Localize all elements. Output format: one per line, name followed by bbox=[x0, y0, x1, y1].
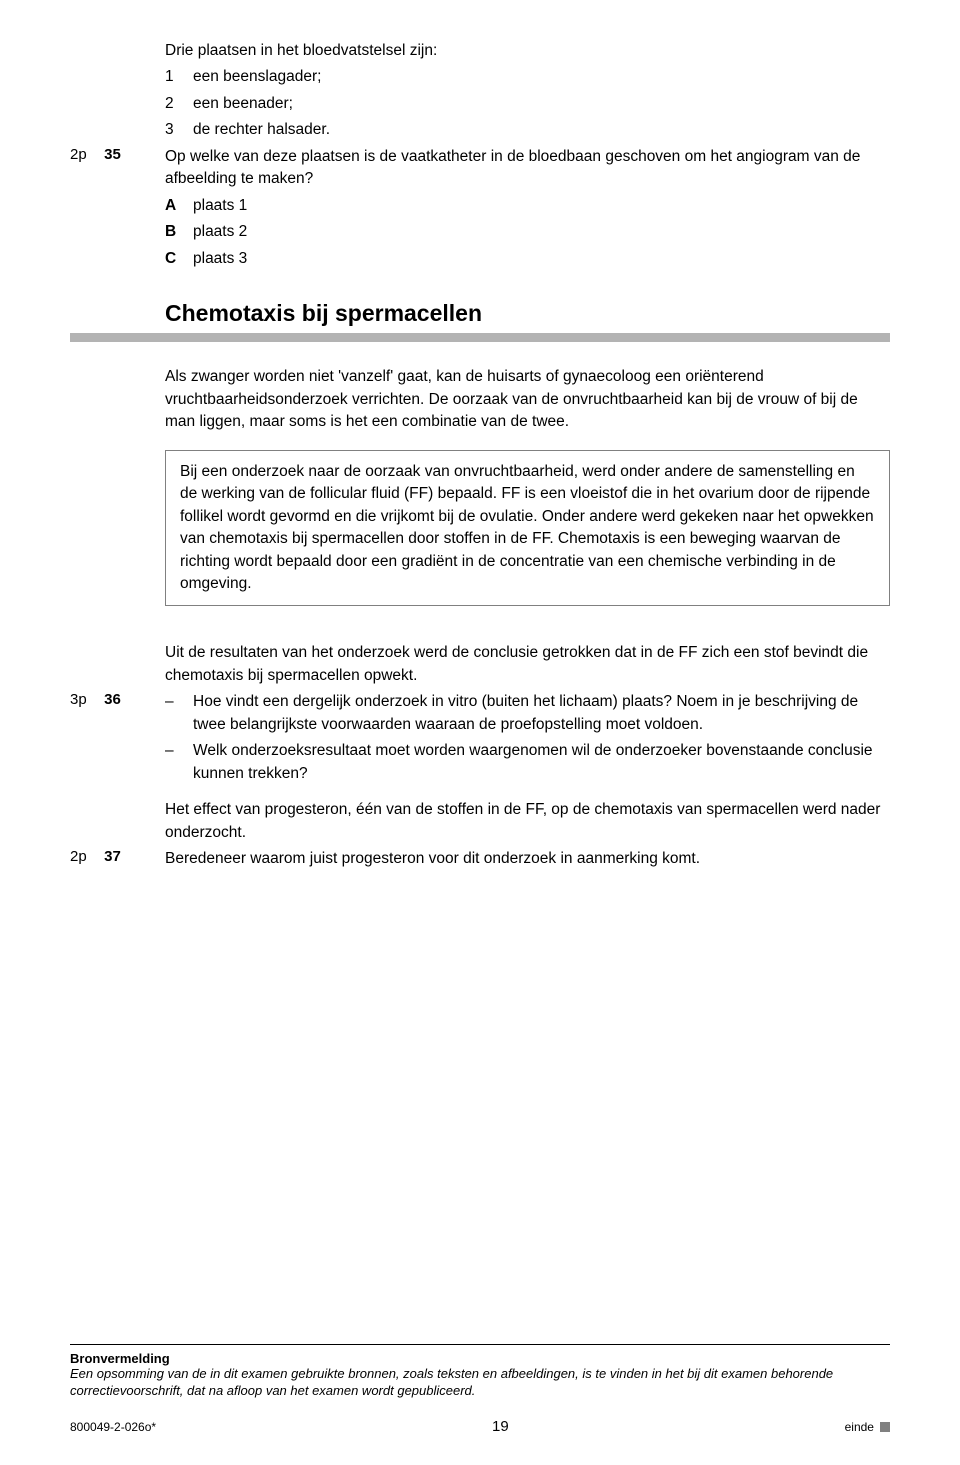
section-title: Chemotaxis bij spermacellen bbox=[165, 300, 890, 327]
item-num: 3 bbox=[165, 119, 193, 141]
q35-question-row: 2p 35 Op welke van deze plaatsen is de v… bbox=[70, 146, 890, 191]
item-num: 1 bbox=[165, 66, 193, 88]
q37-question: Beredeneer waarom juist progesteron voor… bbox=[165, 848, 890, 870]
dash-icon: – bbox=[165, 691, 193, 736]
q35-optC: C plaats 3 bbox=[70, 248, 890, 270]
q36-dash1: Hoe vindt een dergelijk onderzoek in vit… bbox=[193, 691, 890, 736]
q35-intro: Drie plaatsen in het bloedvatstelsel zij… bbox=[165, 40, 890, 62]
spacer bbox=[70, 789, 890, 799]
points-label: 3p bbox=[70, 691, 100, 708]
option-label: B bbox=[165, 221, 193, 243]
bron-title: Bronvermelding bbox=[70, 1351, 890, 1366]
option-text: plaats 1 bbox=[193, 195, 247, 217]
section-para1-row: Als zwanger worden niet 'vanzelf' gaat, … bbox=[70, 366, 890, 433]
item-text: een beenader; bbox=[193, 93, 293, 115]
q35-question: Op welke van deze plaatsen is de vaatkat… bbox=[165, 146, 890, 191]
points-label: 2p bbox=[70, 848, 100, 865]
question-number: 37 bbox=[104, 848, 121, 865]
q36-margin: 3p 36 bbox=[70, 691, 165, 736]
info-box: Bij een onderzoek naar de oorzaak van on… bbox=[165, 450, 890, 607]
page-footer: Bronvermelding Een opsomming van de in d… bbox=[70, 1344, 890, 1435]
q37-question-row: 2p 37 Beredeneer waarom juist progestero… bbox=[70, 848, 890, 870]
item-text: een beenslagader; bbox=[193, 66, 321, 88]
question-number: 35 bbox=[104, 146, 121, 163]
q35-item1: 1 een beenslagader; bbox=[70, 66, 890, 88]
bron-text: Een opsomming van de in dit examen gebru… bbox=[70, 1366, 890, 1400]
q36-dash1-row: 3p 36 – Hoe vindt een dergelijk onderzoe… bbox=[70, 691, 890, 736]
q35-item2: 2 een beenader; bbox=[70, 93, 890, 115]
page: Drie plaatsen in het bloedvatstelsel zij… bbox=[0, 0, 960, 1465]
option-text: plaats 3 bbox=[193, 248, 247, 270]
q36-intro-row: Uit de resultaten van het onderzoek werd… bbox=[70, 642, 890, 687]
footer-end: einde bbox=[845, 1420, 890, 1434]
q35-intro-row: Drie plaatsen in het bloedvatstelsel zij… bbox=[70, 40, 890, 62]
q35-margin: 2p 35 bbox=[70, 146, 165, 191]
q36-dash2: Welk onderzoeksresultaat moet worden waa… bbox=[193, 740, 890, 785]
footer-code: 800049-2-026o* bbox=[70, 1420, 156, 1434]
section-bar bbox=[70, 333, 890, 342]
q35-optA: A plaats 1 bbox=[70, 195, 890, 217]
item-num: 2 bbox=[165, 93, 193, 115]
q37-intro: Het effect van progesteron, één van de s… bbox=[165, 799, 890, 844]
q37-margin: 2p 37 bbox=[70, 848, 165, 870]
footer-line: 800049-2-026o* 19 einde bbox=[70, 1418, 890, 1435]
section-para1: Als zwanger worden niet 'vanzelf' gaat, … bbox=[165, 366, 890, 433]
option-label: A bbox=[165, 195, 193, 217]
q36-intro: Uit de resultaten van het onderzoek werd… bbox=[165, 642, 890, 687]
q35-item3: 3 de rechter halsader. bbox=[70, 119, 890, 141]
points-label: 2p bbox=[70, 146, 100, 163]
question-number: 36 bbox=[104, 691, 121, 708]
q36-dash2-row: – Welk onderzoeksresultaat moet worden w… bbox=[70, 740, 890, 785]
dash-icon: – bbox=[165, 740, 193, 785]
end-label: einde bbox=[845, 1420, 874, 1434]
spacer bbox=[70, 622, 890, 642]
q35-optB: B plaats 2 bbox=[70, 221, 890, 243]
option-text: plaats 2 bbox=[193, 221, 247, 243]
footer-rule bbox=[70, 1344, 890, 1345]
footer-page: 19 bbox=[492, 1418, 509, 1435]
option-label: C bbox=[165, 248, 193, 270]
end-square-icon bbox=[880, 1422, 890, 1432]
margin-empty bbox=[70, 40, 165, 62]
item-text: de rechter halsader. bbox=[193, 119, 330, 141]
q37-intro-row: Het effect van progesteron, één van de s… bbox=[70, 799, 890, 844]
